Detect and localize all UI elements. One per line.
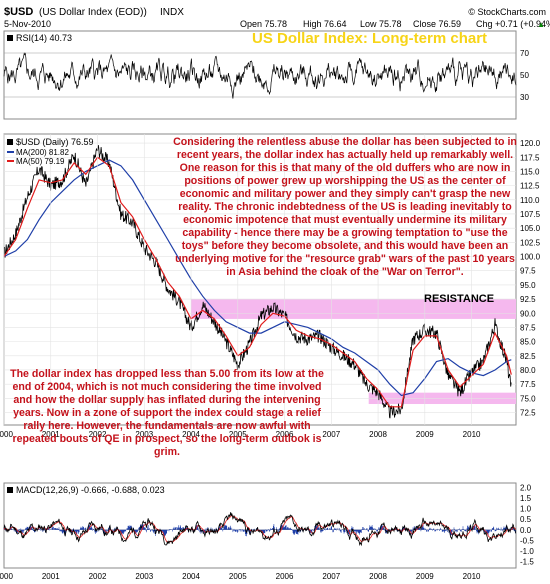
price-tick-label: 75.0	[520, 394, 536, 403]
macd-tick-label: -0.5	[520, 536, 534, 545]
low-value: Low 75.78	[360, 19, 402, 29]
rsi-tick-label: 70	[520, 49, 529, 58]
rsi-legend-swatch	[7, 35, 13, 41]
year-label: 2010	[463, 572, 481, 581]
ma50-legend: MA(50) 79.19	[16, 157, 65, 166]
rsi-tick-label: 50	[520, 71, 529, 80]
axes: 72.5 75.0 77.5 80.0 82.5 85.0 87.5 90.0 92.5 95.0…	[0, 49, 541, 581]
exchange: INDX	[160, 7, 184, 18]
price-tick-label: 77.5	[520, 380, 536, 389]
macd-chart	[3, 512, 517, 547]
price-chart	[3, 134, 516, 425]
rsi-line	[3, 52, 517, 99]
price-tick-label: 107.5	[520, 210, 541, 219]
price-legend: $USD (Daily) 76.59	[16, 137, 94, 147]
open-value: Open 75.78	[240, 19, 287, 29]
price-tick-label: 95.0	[520, 281, 536, 290]
year-label: 2004	[182, 430, 200, 439]
year-label: 2010	[463, 430, 481, 439]
price-tick-label: 120.0	[520, 139, 541, 148]
macd-tick-label: 1.0	[520, 505, 532, 514]
price-tick-label: 100.0	[520, 253, 541, 262]
rsi-tick-label: 30	[520, 93, 529, 102]
price-tick-label: 80.0	[520, 366, 536, 375]
macd-tick-label: 1.5	[520, 494, 532, 503]
price-tick-label: 112.5	[520, 182, 540, 191]
price-tick-label: 85.0	[520, 338, 536, 347]
year-label: 2006	[276, 430, 294, 439]
macd-line	[3, 512, 517, 547]
year-label: 2006	[276, 572, 294, 581]
close-value: Close 76.59	[413, 19, 461, 29]
year-label: 2007	[322, 572, 340, 581]
macd-legend-swatch	[7, 487, 13, 493]
rsi-chart	[3, 52, 517, 99]
commentary-lower: The dollar index has dropped less than 5…	[10, 368, 324, 458]
macd-legend: MACD(12,26,9) -0.666, -0.688, 0.023	[16, 485, 165, 495]
year-label: 2009	[416, 572, 434, 581]
chart-title: US Dollar Index: Long-term chart	[252, 30, 488, 47]
macd-tick-label: 0.0	[520, 526, 532, 535]
year-label: 2005	[229, 430, 247, 439]
year-label: 2002	[89, 572, 107, 581]
change-value: Chg +0.71 (+0.94%)	[476, 19, 550, 29]
year-label: 2008	[369, 430, 387, 439]
year-label: 2008	[369, 572, 387, 581]
commentary-main: Considering the relentless abuse the dol…	[173, 136, 517, 278]
year-label: 2001	[42, 572, 60, 581]
chart-header: $USD (US Dollar Index (EOD)) INDX 5-Nov-…	[4, 6, 550, 29]
ma200-legend: MA(200) 81.82	[16, 148, 69, 157]
price-tick-label: 115.0	[520, 167, 540, 176]
macd-tick-label: 2.0	[520, 483, 532, 492]
legends: RSI(14) 40.73 $USD (Daily) 76.59 MA(200)…	[7, 33, 165, 495]
price-tick-label: 82.5	[520, 352, 536, 361]
year-label: 2001	[42, 430, 60, 439]
rsi-panel	[3, 30, 517, 120]
year-label: 2004	[182, 572, 200, 581]
source-credit: © StockCharts.com	[468, 7, 546, 17]
macd-tick-label: -1.0	[520, 547, 534, 556]
year-label: 2000	[0, 430, 13, 439]
price-tick-label: 102.5	[520, 238, 541, 247]
macd-tick-label: -1.5	[520, 558, 534, 567]
price-tick-label: 87.5	[520, 323, 536, 332]
price-legend-swatch	[7, 139, 13, 145]
rsi-legend: RSI(14) 40.73	[16, 33, 72, 43]
year-label: 2003	[135, 430, 153, 439]
series-line-2	[3, 156, 512, 408]
year-label: 2003	[135, 572, 153, 581]
price-tick-label: 110.0	[520, 196, 540, 205]
macd-signal-line	[3, 515, 517, 543]
high-value: High 76.64	[303, 19, 347, 29]
resistance-label: RESISTANCE	[424, 293, 495, 305]
year-label: 2009	[416, 430, 434, 439]
price-tick-label: 117.5	[520, 153, 540, 162]
price-tick-label: 72.5	[520, 409, 536, 418]
macd-tick-label: 0.5	[520, 515, 532, 524]
year-label: 2007	[322, 430, 340, 439]
index-name: (US Dollar Index (EOD))	[39, 7, 147, 18]
price-tick-label: 97.5	[520, 267, 536, 276]
price-tick-label: 92.5	[520, 295, 536, 304]
change-arrow-icon: ▲	[537, 20, 545, 29]
symbol: $USD	[4, 6, 33, 18]
year-label: 2002	[89, 430, 107, 439]
year-label: 2000	[0, 572, 13, 581]
price-panel	[3, 133, 517, 426]
year-label: 2005	[229, 572, 247, 581]
chart-date: 5-Nov-2010	[4, 19, 51, 29]
price-tick-label: 90.0	[520, 309, 536, 318]
price-tick-label: 105.0	[520, 224, 541, 233]
